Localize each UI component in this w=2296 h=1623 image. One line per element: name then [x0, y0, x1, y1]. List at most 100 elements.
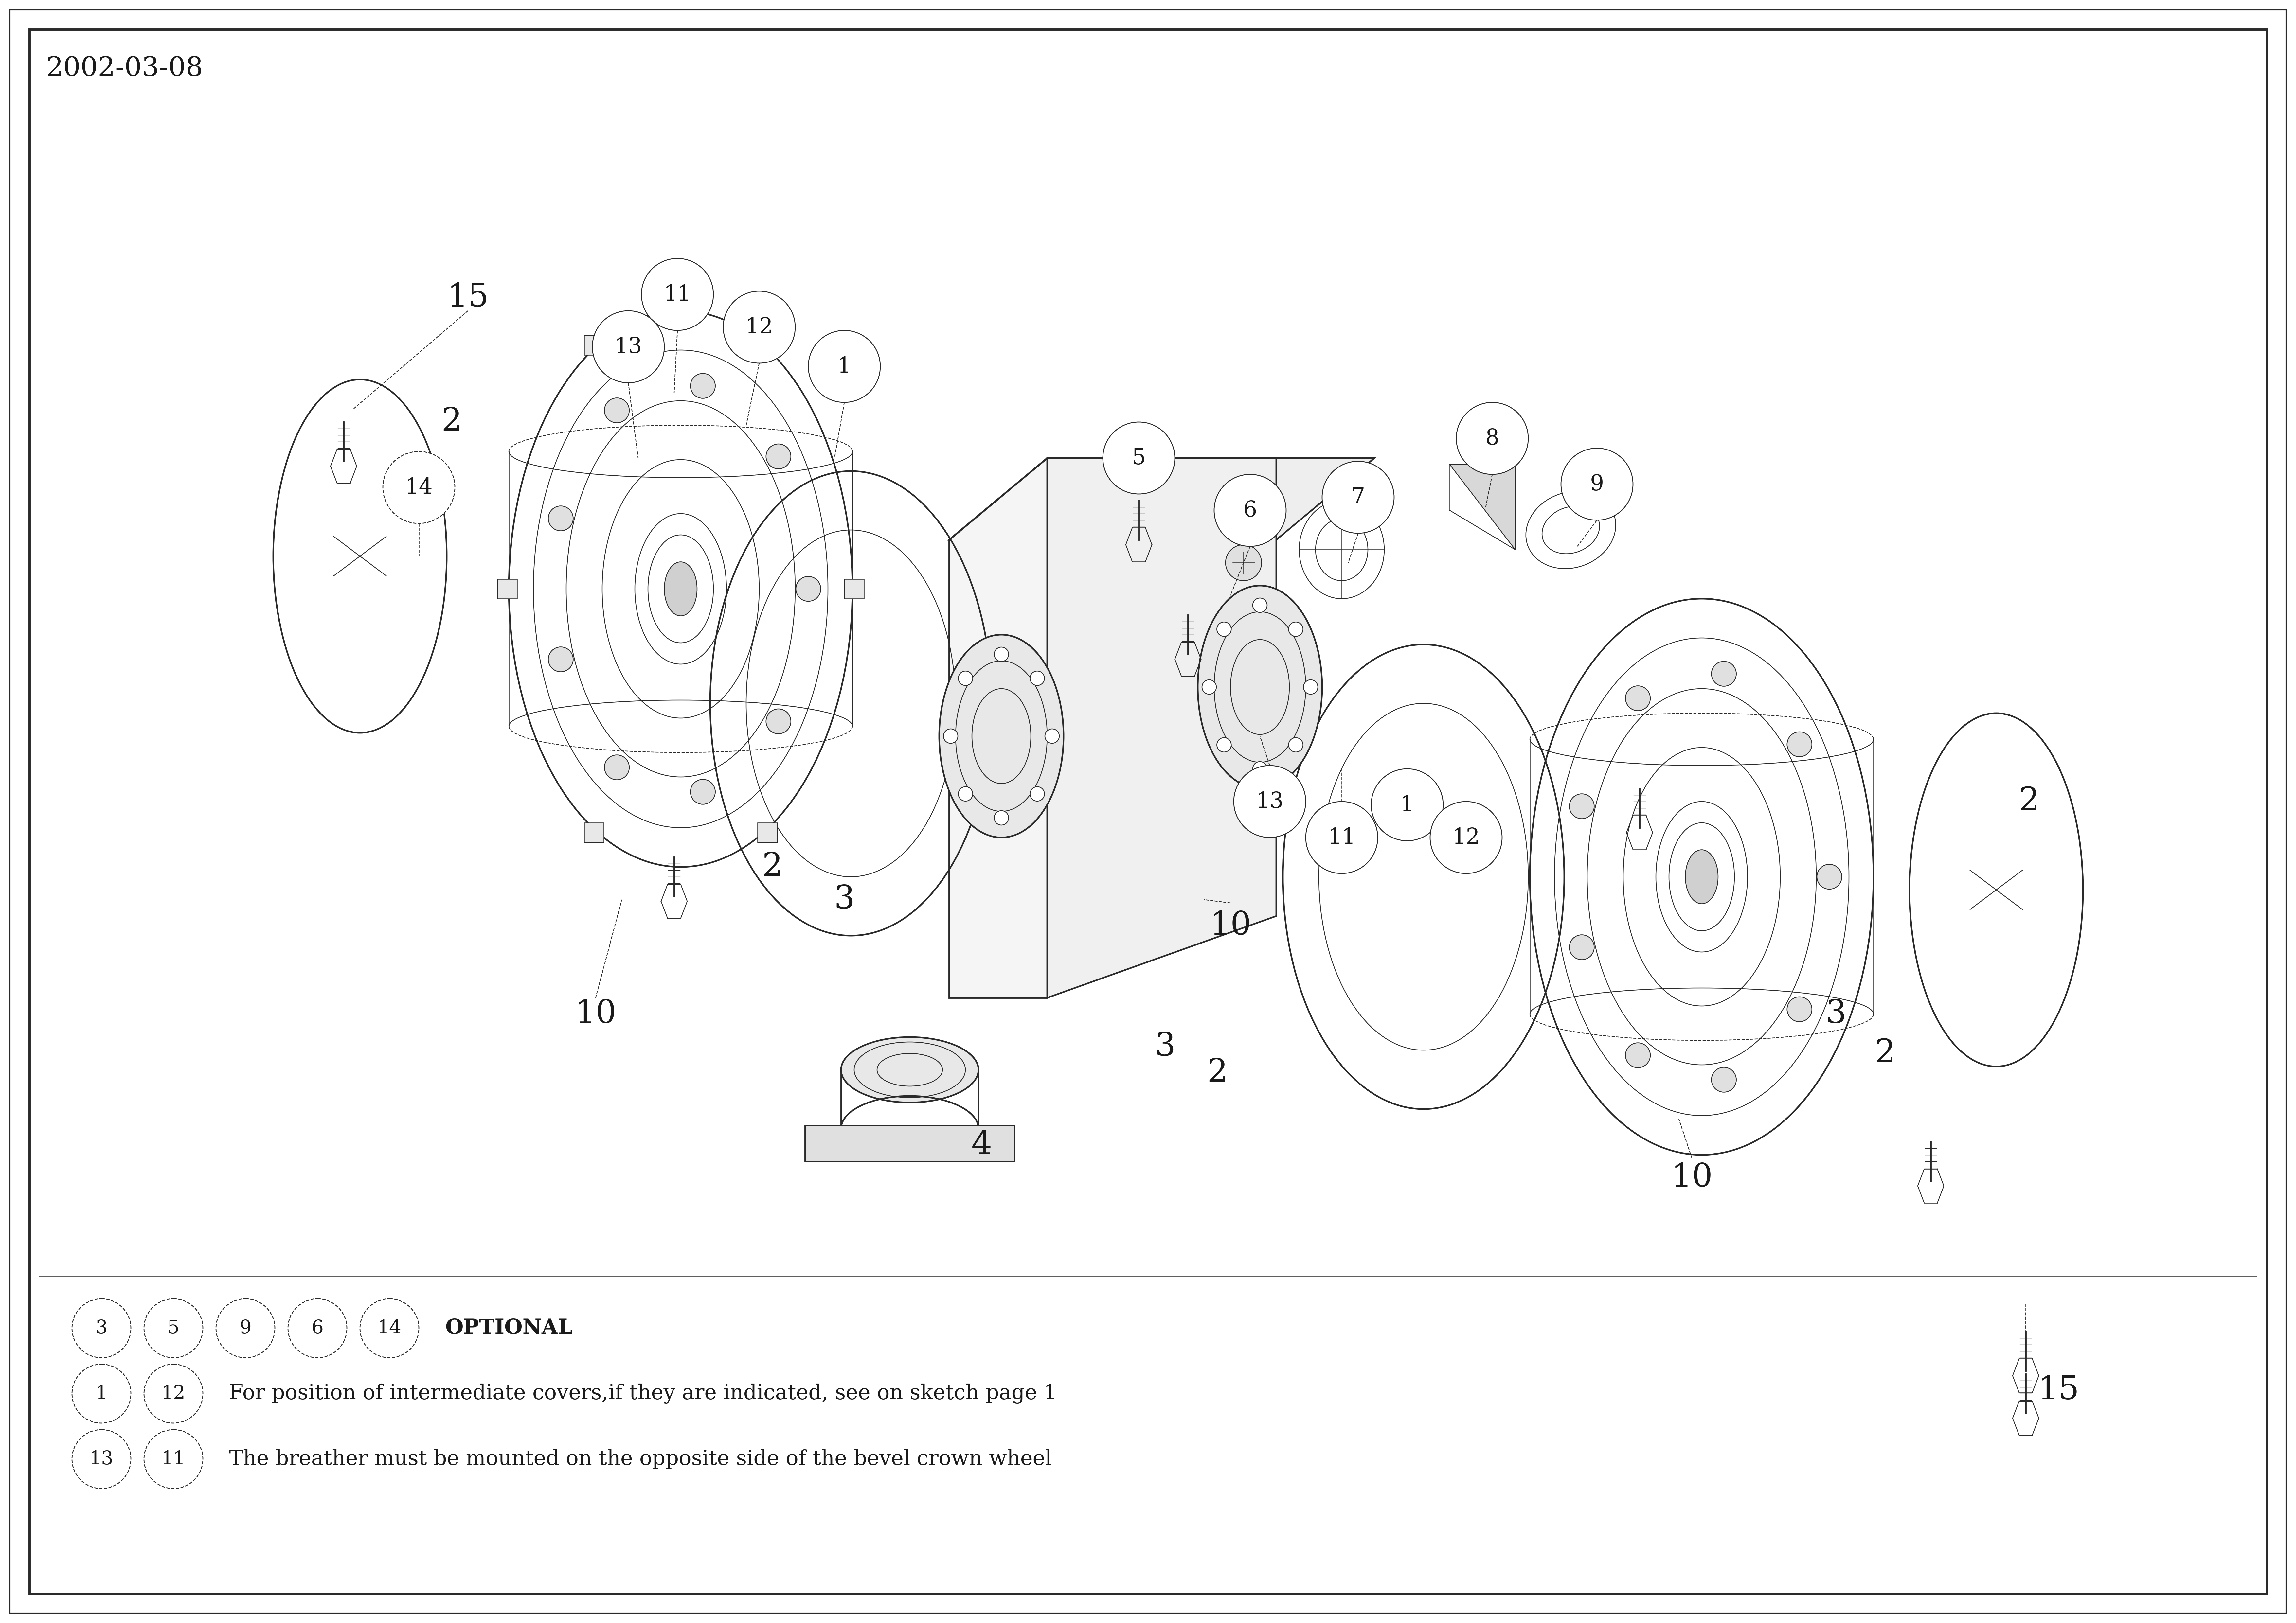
- Bar: [583, 823, 604, 842]
- Text: 12: 12: [161, 1384, 186, 1402]
- Polygon shape: [948, 458, 1047, 998]
- Circle shape: [1203, 680, 1217, 695]
- Circle shape: [1456, 403, 1529, 474]
- Text: 3: 3: [833, 885, 854, 915]
- Circle shape: [145, 1298, 202, 1358]
- Circle shape: [957, 670, 974, 685]
- Circle shape: [1215, 474, 1286, 547]
- Circle shape: [1816, 865, 1841, 889]
- Circle shape: [145, 1365, 202, 1423]
- Text: 3: 3: [1825, 998, 1846, 1031]
- Circle shape: [145, 1430, 202, 1488]
- Ellipse shape: [1685, 850, 1717, 904]
- Circle shape: [1031, 787, 1045, 802]
- Circle shape: [1031, 670, 1045, 685]
- Polygon shape: [1449, 464, 1515, 550]
- Text: 10: 10: [574, 998, 615, 1031]
- Circle shape: [1322, 461, 1394, 534]
- Ellipse shape: [840, 1037, 978, 1102]
- Circle shape: [1711, 1068, 1736, 1092]
- Text: 5: 5: [1132, 448, 1146, 469]
- Circle shape: [1288, 738, 1304, 751]
- Circle shape: [1102, 422, 1176, 493]
- Bar: [758, 823, 778, 842]
- Text: 12: 12: [746, 316, 774, 338]
- Circle shape: [1233, 766, 1306, 837]
- Bar: [845, 579, 863, 599]
- Polygon shape: [806, 1125, 1015, 1162]
- Circle shape: [549, 648, 574, 672]
- Circle shape: [994, 648, 1008, 662]
- Text: 5: 5: [168, 1319, 179, 1337]
- Text: 11: 11: [1327, 826, 1355, 849]
- Circle shape: [767, 709, 790, 734]
- Circle shape: [71, 1365, 131, 1423]
- Text: 13: 13: [90, 1449, 113, 1469]
- Text: 2: 2: [2018, 786, 2039, 818]
- Circle shape: [1306, 802, 1378, 873]
- Circle shape: [1226, 545, 1261, 581]
- Circle shape: [1570, 794, 1593, 818]
- Text: The breather must be mounted on the opposite side of the bevel crown wheel: The breather must be mounted on the oppo…: [230, 1449, 1052, 1469]
- Text: 2: 2: [1208, 1058, 1228, 1089]
- Text: 14: 14: [377, 1319, 402, 1337]
- Circle shape: [1217, 622, 1231, 636]
- Text: 7: 7: [1350, 487, 1366, 508]
- Circle shape: [691, 373, 716, 398]
- Circle shape: [767, 445, 790, 469]
- Text: 1: 1: [96, 1384, 108, 1402]
- Circle shape: [1626, 687, 1651, 711]
- Text: 6: 6: [312, 1319, 324, 1337]
- Bar: [758, 336, 778, 355]
- Text: 14: 14: [404, 477, 432, 498]
- Circle shape: [1626, 1044, 1651, 1068]
- Text: 1: 1: [1401, 794, 1414, 815]
- Circle shape: [994, 810, 1008, 824]
- Circle shape: [71, 1298, 131, 1358]
- Circle shape: [957, 787, 974, 802]
- Circle shape: [1786, 732, 1812, 756]
- Circle shape: [604, 398, 629, 424]
- Bar: [583, 336, 604, 355]
- Text: 12: 12: [1453, 826, 1481, 849]
- Circle shape: [1045, 729, 1058, 743]
- Ellipse shape: [939, 635, 1063, 837]
- Text: 2002-03-08: 2002-03-08: [46, 55, 202, 81]
- Ellipse shape: [664, 562, 698, 615]
- Text: 11: 11: [664, 284, 691, 305]
- Circle shape: [723, 291, 794, 364]
- Circle shape: [1254, 761, 1267, 776]
- Text: 2: 2: [1874, 1037, 1896, 1070]
- Text: 3: 3: [1155, 1031, 1176, 1063]
- Text: 2: 2: [762, 852, 783, 883]
- Circle shape: [944, 729, 957, 743]
- Text: 15: 15: [448, 282, 489, 313]
- Text: 4: 4: [971, 1130, 992, 1160]
- Polygon shape: [948, 458, 1375, 540]
- Circle shape: [360, 1298, 418, 1358]
- Text: 9: 9: [1591, 474, 1605, 495]
- Text: 1: 1: [838, 355, 852, 377]
- Text: 8: 8: [1486, 428, 1499, 450]
- Circle shape: [1711, 661, 1736, 687]
- Circle shape: [808, 331, 879, 403]
- Text: 3: 3: [96, 1319, 108, 1337]
- Text: 13: 13: [1256, 790, 1283, 812]
- Circle shape: [592, 310, 664, 383]
- Circle shape: [691, 779, 716, 805]
- Circle shape: [1288, 622, 1304, 636]
- Text: 11: 11: [161, 1449, 186, 1469]
- Text: 6: 6: [1242, 500, 1256, 521]
- Text: 13: 13: [615, 336, 643, 357]
- Circle shape: [1430, 802, 1502, 873]
- Circle shape: [1561, 448, 1632, 519]
- Text: 10: 10: [1671, 1162, 1713, 1193]
- Text: 15: 15: [2037, 1375, 2080, 1406]
- Circle shape: [1254, 597, 1267, 612]
- Text: 2: 2: [441, 406, 461, 438]
- Circle shape: [383, 451, 455, 524]
- Circle shape: [797, 576, 820, 601]
- Circle shape: [287, 1298, 347, 1358]
- Circle shape: [641, 258, 714, 331]
- Text: OPTIONAL: OPTIONAL: [445, 1318, 572, 1339]
